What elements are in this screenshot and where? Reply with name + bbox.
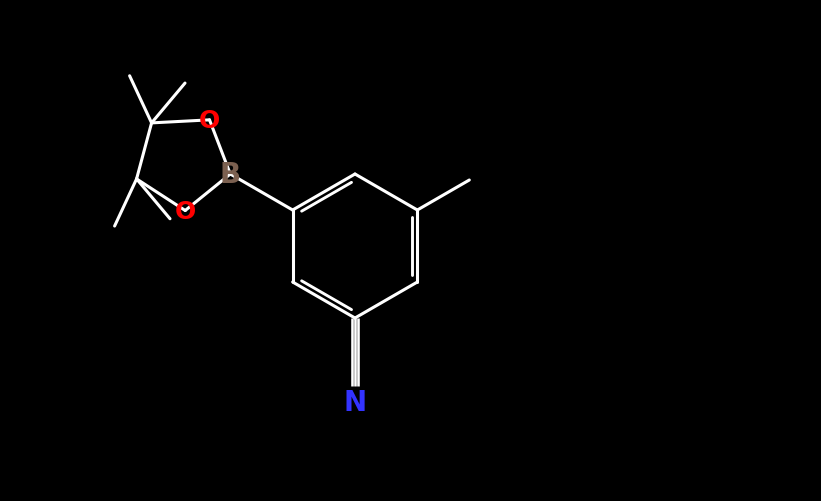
Text: N: N (343, 388, 366, 416)
Text: O: O (199, 109, 220, 133)
Text: O: O (175, 199, 196, 223)
Text: B: B (220, 161, 241, 188)
